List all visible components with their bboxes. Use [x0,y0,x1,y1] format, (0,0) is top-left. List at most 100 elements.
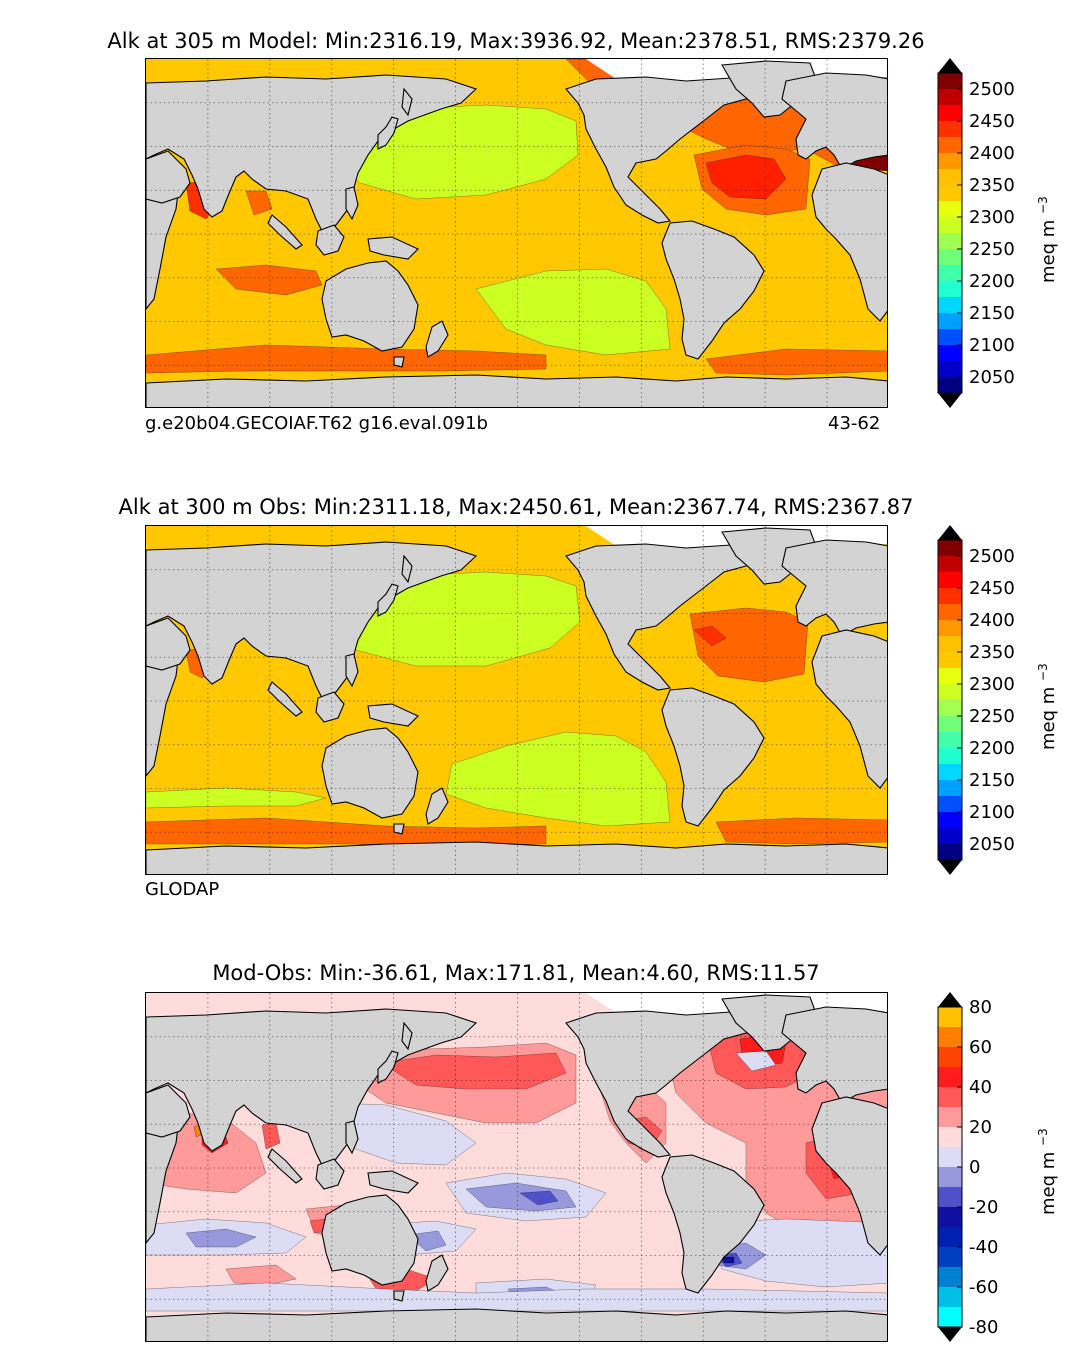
panel-2-colorbar-band-4 [938,780,962,796]
panel-2-source-label: GLODAP [145,879,220,900]
panel-3-land-europe [781,1006,887,1104]
panel-3-land-sakhalin [401,1021,413,1051]
panel-3-colorbar-tick-label-1: -60 [969,1277,998,1298]
panel-1-field-bay-of-bengal-5 [245,190,273,216]
panel-2-colorbar-tick-label-0: 2050 [969,834,1015,855]
panel-1-colorbar-under-arrow [938,393,962,408]
panel-1-land-australia [321,260,419,352]
panel-3-field-negative-light-26 [735,1050,777,1072]
panel-2-field-south-atlantic-band-7 [715,817,887,845]
panel-2-colorbar-tick-label-9: 2500 [969,546,1015,567]
panel-2-colorbar-tick-label-3: 2200 [969,738,1015,759]
panel-3-field-negative-mid-11 [185,1228,257,1248]
panel-1-colorbar-band-0 [938,377,962,393]
panel-2-colorbar-tick-label-6: 2350 [969,642,1015,663]
panel-3-land-africa-west [811,1096,887,1256]
panel-2-colorbar-tick-label-8: 2450 [969,578,1015,599]
panel-1-colorbar-band-15 [938,137,962,153]
panel-1-colorbar-tick-label-6: 2350 [969,175,1015,196]
panel-3-colorbar-unit: meq m −3 [1036,1128,1059,1215]
panel-1-map [145,58,888,408]
panel-2-field-south-indian-band-5 [146,787,327,809]
panel-3-land-tasmania [393,1290,405,1302]
panel-1-colorbar-band-13 [938,169,962,185]
panel-1-land-japan [377,116,399,150]
panel-2-colorbar-band-9 [938,700,962,716]
panel-3-colorbar-tick-label-7: 60 [969,1037,992,1058]
panel-3-land-japan [377,1050,399,1084]
panel-2-field-south-pacific-4 [445,731,671,827]
panel-2-colorbar-over-arrow [938,525,962,540]
panel-2-colorbar-frame [937,539,963,861]
panel-2-field-north-atlantic-core-1 [693,625,727,647]
panel-2-land-africa-west [811,629,887,789]
panel-3-colorbar-under-arrow [938,1327,962,1342]
panel-2-colorbar-band-3 [938,796,962,812]
panel-1-years-label: 43-62 [828,413,881,434]
panel-3-colorbar-band-9 [938,1127,962,1147]
panel-2-colorbar: 2050 2100 2150 2200 2250 2300 2350 2400 2450 2500 [937,525,1015,875]
panel-1-colorbar-band-4 [938,313,962,329]
panel-2-colorbar-tick-label-2: 2150 [969,770,1015,791]
panel-2-land-borneo [315,691,345,723]
panel-3-colorbar-band-10 [938,1107,962,1127]
panel-1-field-north-atlantic-core-2 [705,154,787,200]
panel-1-colorbar-band-3 [938,329,962,345]
panel-3-colorbar-band-6 [938,1187,962,1207]
panel-3-field-negative-light-29 [705,1218,887,1288]
panel-2-colorbar-band-2 [938,812,962,828]
panel-1-land-sakhalin [401,87,413,117]
panel-3-colorbar-band-12 [938,1067,962,1087]
panel-2-colorbar-band-16 [938,588,962,604]
panel-2-colorbar-band-6 [938,748,962,764]
panel-2-land-nz [425,787,449,825]
panel-3-colorbar-band-2 [938,1267,962,1287]
panel-1-colorbar-band-9 [938,233,962,249]
panel-1-colorbar-tick-label-9: 2500 [969,79,1015,100]
panel-1-colorbar-tick-label-0: 2050 [969,367,1015,388]
panel-2-colorbar-unit: meq m −3 [1036,663,1059,750]
panel-1-land-africa-west [811,162,887,322]
panel-1-field-southern-ocean-band-9 [146,344,547,374]
panel-2-field-southern-ocean-band-6 [146,817,547,847]
panel-2-colorbar-tick-label-7: 2400 [969,610,1015,631]
panel-1-colorbar-band-8 [938,249,962,265]
panel-3-colorbar-band-0 [938,1307,962,1327]
panel-1-colorbar: 2050 2100 2150 2200 2250 2300 2350 2400 2450 2500 [937,58,1015,408]
panel-3-colorbar-tick-label-4: 0 [969,1157,980,1178]
panel-3-colorbar: -80 -60 -40 -20 0 20 40 60 80 [937,992,998,1342]
panel-2-land-philippines [345,653,359,688]
panel-2-land-antarctica [146,841,887,874]
panel-1-colorbar-band-14 [938,153,962,169]
panel-3-title: Mod-Obs: Min:-36.61, Max:171.81, Mean:4.… [212,961,820,985]
panel-3-colorbar-over-arrow [938,992,962,1007]
panel-3-field-negative-strong-5 [519,1190,559,1206]
panel-1-colorbar-tick-label-4: 2250 [969,239,1015,260]
panel-1-colorbar-band-6 [938,281,962,297]
panel-1-land-borneo [315,224,345,256]
panel-2-colorbar-band-14 [938,620,962,636]
panel-1-field-south-atlantic-band-10 [705,348,887,376]
panel-1-colorbar-unit: meq m −3 [1036,196,1059,283]
panel-3-land-australia [321,1194,419,1286]
panel-1-colorbar-tick-label-8: 2450 [969,111,1015,132]
panel-1-colorbar-band-11 [938,201,962,217]
panel-2-colorbar-band-17 [938,572,962,588]
panel-2-colorbar-tick-label-4: 2250 [969,706,1015,727]
panel-3-land-sumatra [267,1148,303,1184]
panel-1-run-label: g.e20b04.GECOIAF.T62 g16.eval.091b [145,413,488,434]
panel-1-colorbar-frame [937,72,963,394]
panel-1-colorbar-band-19 [938,73,962,89]
panel-3-colorbar-tick-label-3: -20 [969,1197,998,1218]
panel-2-colorbar-band-7 [938,732,962,748]
panel-1-colorbar-band-7 [938,265,962,281]
panel-3-colorbar-band-4 [938,1227,962,1247]
panel-3-colorbar-tick-label-8: 80 [969,997,992,1018]
panel-1-land-europe [781,72,887,170]
panel-3-colorbar-band-15 [938,1007,962,1027]
panel-1-title: Alk at 305 m Model: Min:2316.19, Max:393… [107,29,925,53]
panel-3-field-positive-mid-16 [225,1264,297,1286]
panel-3-field-negative-mid-4 [465,1182,577,1212]
panel-2-land-japan [377,583,399,617]
panel-3-colorbar-band-13 [938,1047,962,1067]
